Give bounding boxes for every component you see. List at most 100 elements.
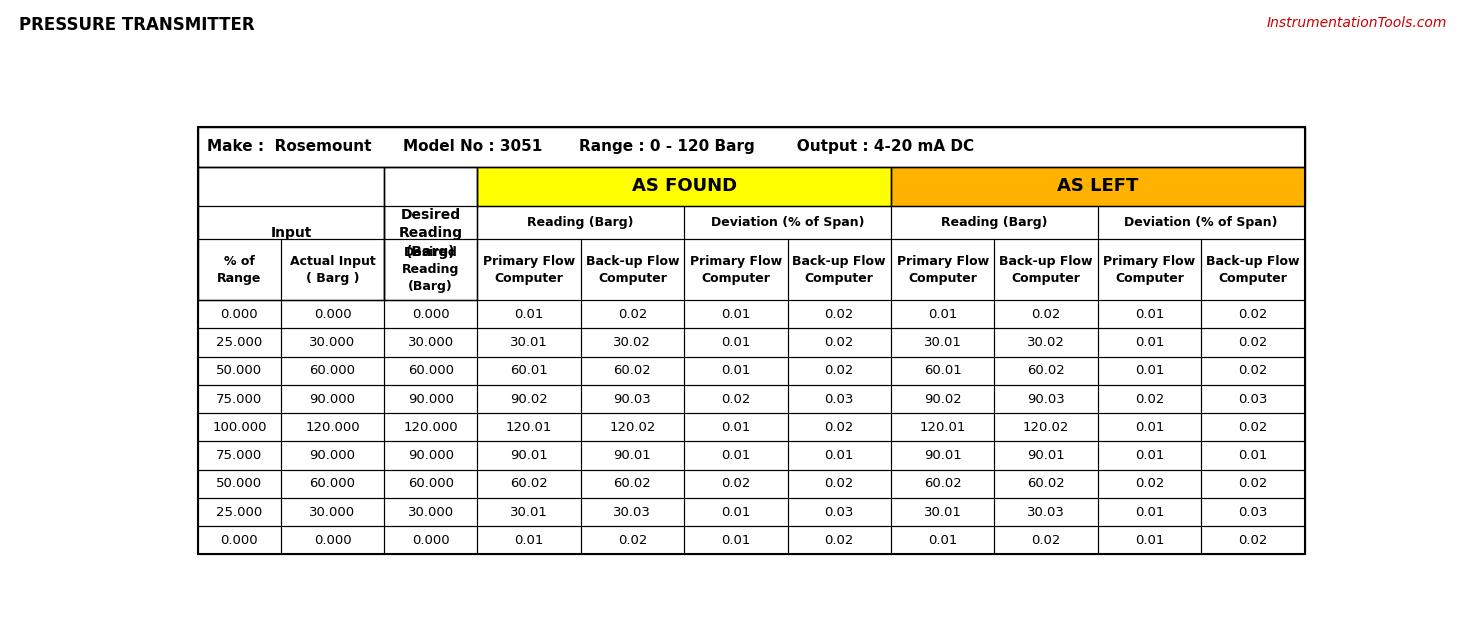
Bar: [685, 356, 787, 385]
Text: 0.01: 0.01: [1135, 534, 1164, 547]
Bar: [384, 239, 478, 300]
Bar: [891, 385, 994, 413]
Text: 0.02: 0.02: [824, 534, 853, 547]
Bar: [994, 470, 1098, 498]
Text: 60.02: 60.02: [613, 365, 651, 377]
Bar: [198, 127, 1305, 167]
Bar: [891, 498, 994, 526]
Bar: [1201, 526, 1305, 555]
Bar: [891, 206, 1098, 239]
Text: 0.01: 0.01: [1135, 421, 1164, 434]
Bar: [198, 127, 1305, 167]
Bar: [1098, 498, 1201, 526]
Bar: [581, 356, 685, 385]
Bar: [384, 526, 478, 555]
Bar: [787, 498, 891, 526]
Bar: [1098, 413, 1201, 441]
Text: 30.02: 30.02: [1028, 336, 1064, 349]
Text: 0.000: 0.000: [412, 307, 450, 321]
Bar: [787, 441, 891, 470]
Bar: [478, 206, 685, 239]
Bar: [891, 413, 994, 441]
Bar: [198, 470, 281, 498]
Bar: [994, 498, 1098, 526]
Bar: [581, 300, 685, 328]
Bar: [281, 356, 384, 385]
Text: 0.01: 0.01: [515, 307, 544, 321]
Bar: [478, 356, 581, 385]
Text: 0.02: 0.02: [824, 336, 853, 349]
Bar: [384, 300, 478, 328]
Bar: [787, 356, 891, 385]
Bar: [1098, 470, 1201, 498]
Bar: [1098, 498, 1201, 526]
Bar: [384, 356, 478, 385]
Text: 0.01: 0.01: [1135, 449, 1164, 462]
Text: 0.03: 0.03: [824, 392, 853, 406]
Bar: [891, 328, 994, 356]
Bar: [478, 300, 581, 328]
Bar: [891, 239, 994, 300]
Text: 0.03: 0.03: [1239, 505, 1268, 519]
Text: 90.000: 90.000: [408, 392, 453, 406]
Bar: [994, 526, 1098, 555]
Bar: [1201, 526, 1305, 555]
Bar: [281, 385, 384, 413]
Text: 30.02: 30.02: [613, 336, 651, 349]
Bar: [685, 441, 787, 470]
Bar: [581, 328, 685, 356]
Bar: [891, 356, 994, 385]
Text: PRESSURE TRANSMITTER: PRESSURE TRANSMITTER: [19, 16, 255, 34]
Bar: [384, 385, 478, 413]
Bar: [685, 328, 787, 356]
Bar: [685, 300, 787, 328]
Bar: [787, 498, 891, 526]
Bar: [384, 498, 478, 526]
Bar: [685, 470, 787, 498]
Bar: [384, 526, 478, 555]
Bar: [198, 498, 281, 526]
Bar: [198, 356, 281, 385]
Bar: [685, 470, 787, 498]
Bar: [581, 470, 685, 498]
Bar: [1201, 385, 1305, 413]
Bar: [685, 206, 891, 239]
Bar: [198, 498, 281, 526]
Bar: [1098, 441, 1201, 470]
Text: Desired
Reading
(Barg): Desired Reading (Barg): [402, 246, 459, 293]
Bar: [787, 526, 891, 555]
Text: 90.01: 90.01: [613, 449, 651, 462]
Bar: [1201, 498, 1305, 526]
Bar: [198, 413, 281, 441]
Bar: [581, 441, 685, 470]
Text: 120.01: 120.01: [506, 421, 553, 434]
Text: InstrumentationTools.com: InstrumentationTools.com: [1267, 16, 1447, 30]
Bar: [281, 498, 384, 526]
Text: 0.02: 0.02: [1135, 392, 1164, 406]
Text: 30.01: 30.01: [924, 336, 962, 349]
Bar: [478, 441, 581, 470]
Bar: [384, 300, 478, 328]
Bar: [384, 385, 478, 413]
Bar: [787, 300, 891, 328]
Bar: [787, 470, 891, 498]
Text: 60.000: 60.000: [309, 477, 355, 490]
Bar: [384, 413, 478, 441]
Bar: [994, 328, 1098, 356]
Bar: [685, 300, 787, 328]
Text: 0.000: 0.000: [220, 534, 258, 547]
Bar: [478, 328, 581, 356]
Bar: [994, 300, 1098, 328]
Bar: [281, 300, 384, 328]
Bar: [281, 300, 384, 328]
Bar: [581, 470, 685, 498]
Bar: [581, 300, 685, 328]
Bar: [281, 470, 384, 498]
Text: Back-up Flow
Computer: Back-up Flow Computer: [1207, 255, 1300, 285]
Bar: [1201, 413, 1305, 441]
Bar: [198, 239, 281, 300]
Text: 60.02: 60.02: [1028, 477, 1064, 490]
Text: 60.02: 60.02: [924, 477, 962, 490]
Bar: [384, 328, 478, 356]
Text: 0.02: 0.02: [1239, 336, 1268, 349]
